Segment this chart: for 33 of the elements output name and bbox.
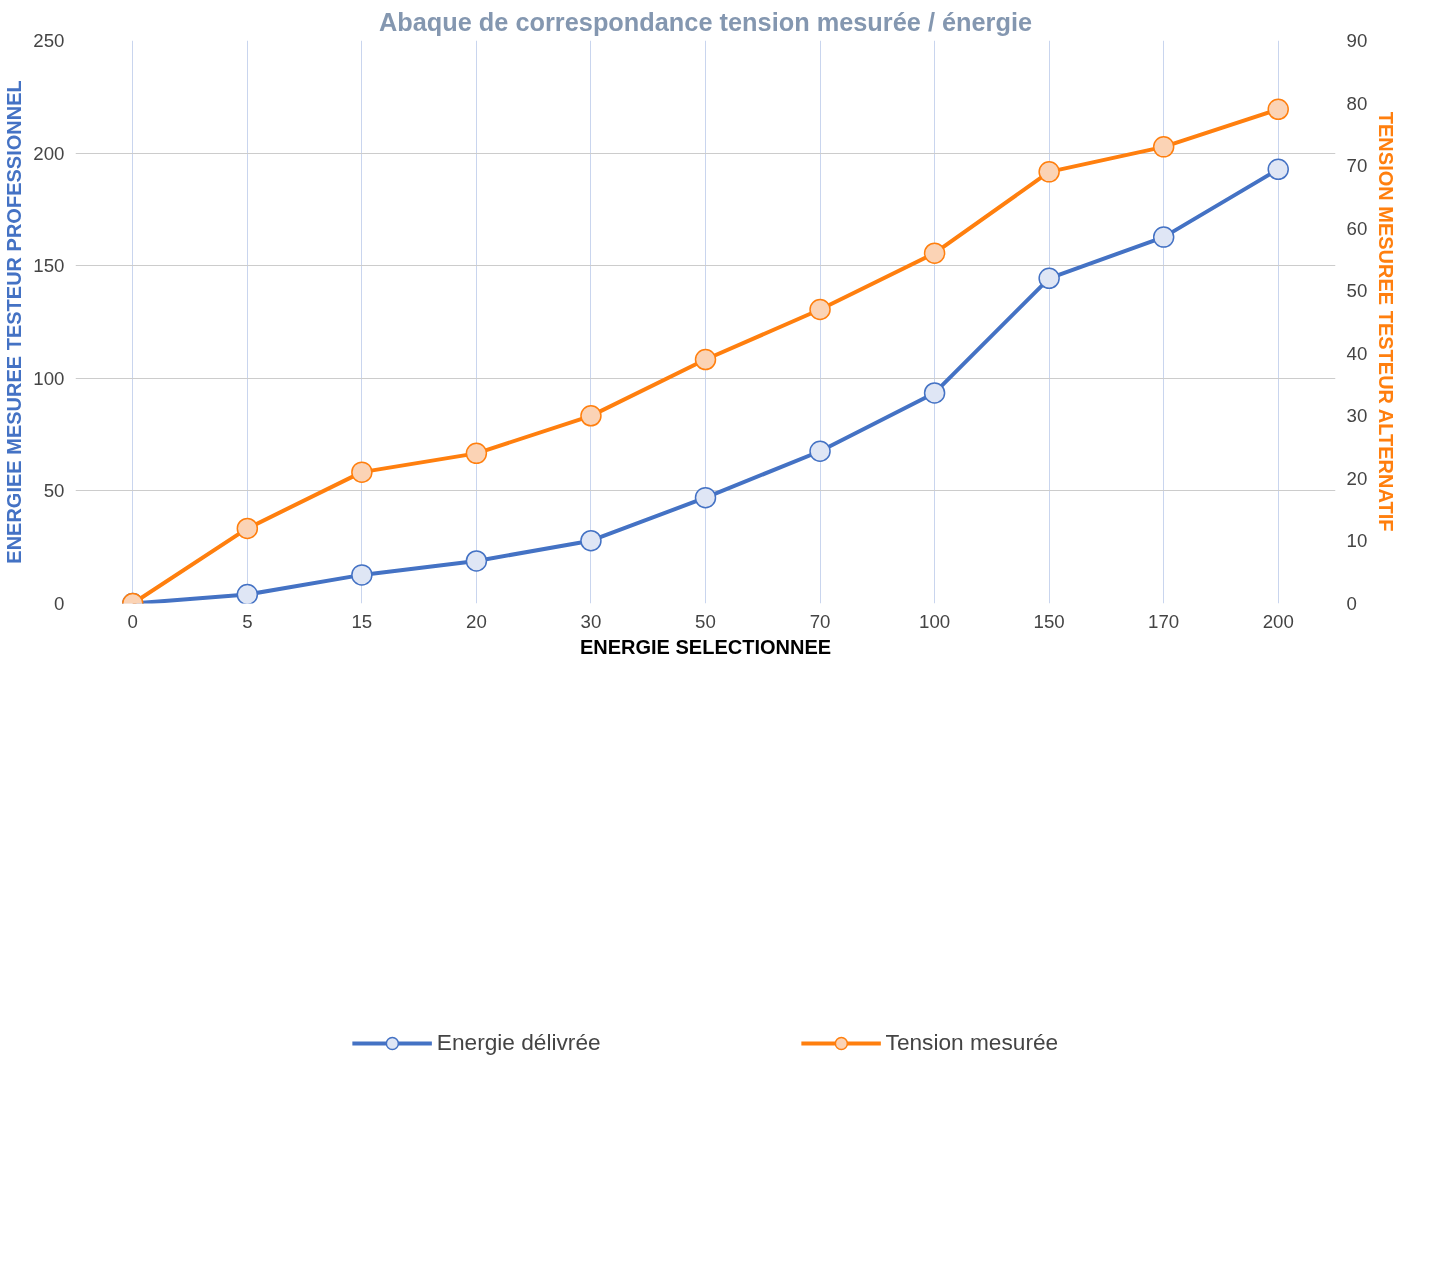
y-tick-label: 0: [54, 593, 65, 614]
x-tick-label: 50: [695, 610, 716, 632]
x-tick-label: 100: [919, 610, 951, 632]
chart-title: Abaque de correspondance tension mesurée / énergie: [378, 7, 1033, 36]
y2-tick-label: 80: [1346, 92, 1368, 114]
y-tick-label: 50: [43, 480, 65, 502]
y-tick-label: 100: [33, 367, 65, 389]
x-tick-label: 15: [351, 610, 373, 632]
x-tick-label: 5: [242, 610, 253, 632]
x-tick-label: 200: [1262, 610, 1294, 632]
y2-tick-label: 50: [1346, 280, 1368, 302]
y2-tick-label: 90: [1346, 30, 1368, 51]
y2-tick-label: 40: [1346, 342, 1368, 364]
x-tick-label: 150: [1033, 610, 1065, 632]
y-tick-label: 150: [33, 255, 65, 277]
y2-tick-label: 0: [1346, 593, 1357, 614]
x-tick-label: 70: [809, 610, 831, 632]
x-tick-label: 170: [1148, 610, 1180, 632]
y2-tick-label: 10: [1346, 530, 1368, 552]
legend-label: Tension mesurée: [885, 1028, 1059, 1057]
y2-tick-label: 20: [1346, 467, 1368, 489]
x-tick-label: 30: [580, 610, 602, 632]
y-tick-label: 250: [33, 30, 65, 51]
x-tick-label: 0: [127, 610, 138, 632]
legend-label: Energie délivrée: [436, 1028, 601, 1057]
y2-tick-label: 70: [1346, 155, 1368, 177]
y2-axis-title: TENSION MESUREE TESTEUR ALTERNATIF: [1375, 111, 1398, 532]
y2-tick-label: 30: [1346, 405, 1368, 427]
y2-tick-label: 60: [1346, 217, 1368, 239]
y-tick-label: 200: [33, 142, 65, 164]
y-axis-title: ENERGIEE MESUREE TESTEUR PROFESSIONNEL: [3, 80, 26, 564]
x-tick-label: 20: [466, 610, 487, 632]
x-axis-title: ENERGIE SELECTIONNEE: [579, 635, 832, 658]
